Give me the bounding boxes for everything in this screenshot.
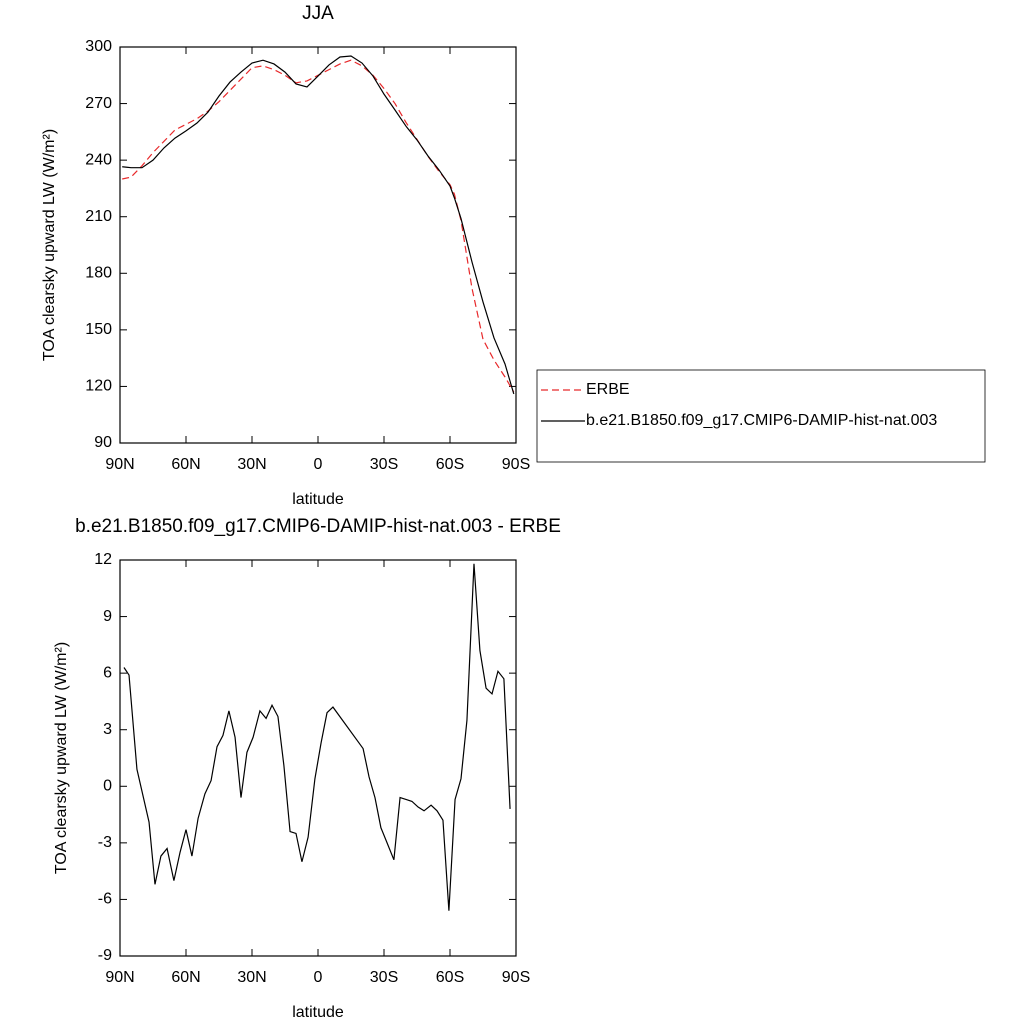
y-tick-label: 210	[85, 208, 112, 225]
y-tick-label: -6	[98, 891, 112, 908]
x-tick-label: 30N	[237, 456, 266, 473]
x-tick-label: 0	[314, 969, 323, 986]
x-tick-label: 60S	[436, 456, 464, 473]
x-tick-label: 90N	[105, 969, 134, 986]
plot-frame	[119, 46, 517, 444]
y-tick-label: 270	[85, 95, 112, 112]
legend-label: ERBE	[586, 381, 630, 398]
y-tick-label: 3	[103, 721, 112, 738]
y-tick-label: 120	[85, 378, 112, 395]
x-axis-label: latitude	[292, 1004, 344, 1021]
y-tick-label: 9	[103, 608, 112, 625]
x-tick-label: 60S	[436, 969, 464, 986]
y-tick-label: -3	[98, 834, 112, 851]
y-tick-label: 12	[94, 551, 112, 568]
y-tick-label: 0	[103, 778, 112, 795]
y-tick-label: -9	[98, 947, 112, 964]
x-tick-label: 60N	[171, 969, 200, 986]
y-tick-label: 6	[103, 664, 112, 681]
y-tick-label: 90	[94, 434, 112, 451]
plot-frame	[119, 559, 517, 957]
y-tick-label: 180	[85, 265, 112, 282]
x-tick-label: 90N	[105, 456, 134, 473]
x-tick-label: 30N	[237, 969, 266, 986]
data-line	[122, 55, 515, 395]
x-tick-label: 60N	[171, 456, 200, 473]
x-tick-label: 90S	[502, 969, 530, 986]
chart-title: JJA	[302, 3, 334, 24]
y-tick-label: 150	[85, 321, 112, 338]
x-tick-label: 30S	[370, 456, 398, 473]
x-tick-label: 90S	[502, 456, 530, 473]
y-tick-label: 240	[85, 151, 112, 168]
y-axis-label: TOA clearsky upward LW (W/m²)	[53, 642, 70, 874]
y-tick-label: 300	[85, 38, 112, 55]
x-tick-label: 0	[314, 456, 323, 473]
legend-box	[536, 369, 986, 463]
chart-title: b.e21.B1850.f09_g17.CMIP6-DAMIP-hist-nat…	[75, 516, 561, 537]
x-tick-label: 30S	[370, 969, 398, 986]
data-line	[122, 59, 515, 393]
legend-label: b.e21.B1850.f09_g17.CMIP6-DAMIP-hist-nat…	[586, 412, 937, 429]
legend: ERBE b.e21.B1850.f09_g17.CMIP6-DAMIP-hist…	[536, 369, 986, 463]
data-line	[123, 563, 511, 911]
x-axis-label: latitude	[292, 491, 344, 508]
y-axis-label: TOA clearsky upward LW (W/m²)	[41, 129, 58, 361]
